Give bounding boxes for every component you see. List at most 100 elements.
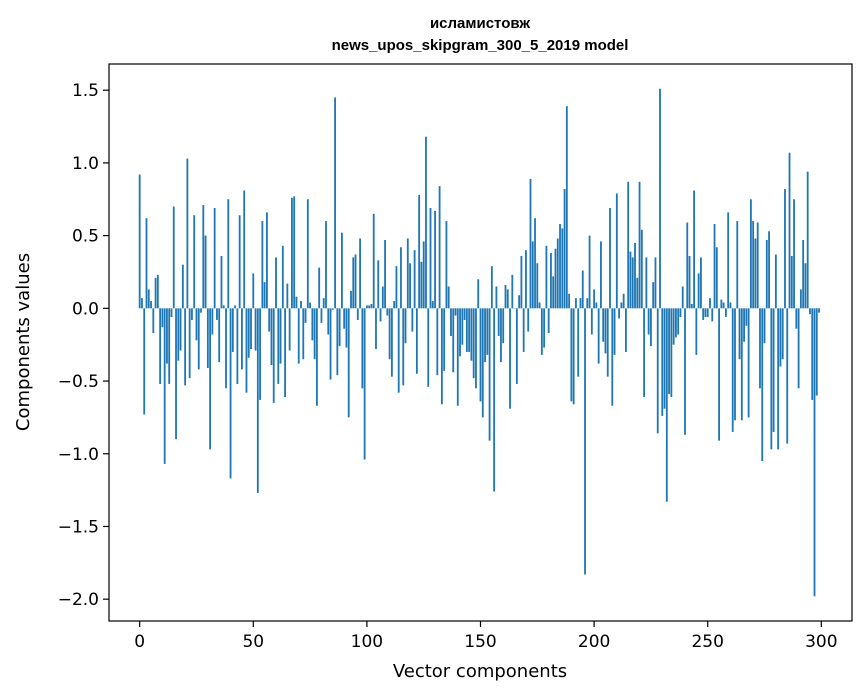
bar-146 bbox=[470, 308, 473, 361]
bar-139 bbox=[454, 308, 457, 316]
bar-4 bbox=[147, 289, 150, 309]
bar-3 bbox=[145, 218, 148, 309]
bar-203 bbox=[600, 241, 602, 309]
bar-239 bbox=[681, 286, 684, 309]
bar-48 bbox=[247, 308, 250, 358]
bar-234 bbox=[670, 308, 673, 398]
bar-204 bbox=[602, 308, 605, 342]
bar-232 bbox=[665, 308, 668, 502]
bar-16 bbox=[175, 308, 177, 440]
bar-281 bbox=[777, 308, 780, 450]
bar-272 bbox=[756, 222, 759, 309]
bar-37 bbox=[222, 305, 225, 309]
bar-120 bbox=[411, 308, 414, 332]
bar-243 bbox=[690, 303, 693, 309]
y-axis-ticks: 1.5 1.0 0.5 0.0 −0.5 −1.0 −1.5 −2.0 bbox=[58, 81, 109, 610]
bar-83 bbox=[327, 308, 330, 335]
bar-108 bbox=[384, 239, 386, 309]
bar-27 bbox=[200, 308, 202, 313]
bar-195 bbox=[581, 270, 584, 309]
bar-30 bbox=[206, 308, 209, 368]
bar-284 bbox=[784, 189, 786, 309]
bar-250 bbox=[706, 308, 709, 318]
y-tick-label: −1.5 bbox=[58, 517, 99, 537]
bar-53 bbox=[259, 308, 262, 400]
bar-25 bbox=[195, 308, 198, 341]
bar-5 bbox=[150, 301, 152, 309]
bar-223 bbox=[645, 257, 648, 309]
bar-273 bbox=[759, 308, 761, 389]
bar-153 bbox=[486, 308, 489, 355]
bar-123 bbox=[418, 194, 421, 309]
bar-176 bbox=[538, 302, 541, 309]
bar-97 bbox=[359, 238, 361, 309]
bar-149 bbox=[477, 279, 480, 309]
bar-230 bbox=[661, 308, 664, 416]
bar-184 bbox=[556, 238, 559, 309]
bar-297 bbox=[813, 308, 816, 597]
bar-101 bbox=[368, 305, 371, 309]
bar-294 bbox=[806, 171, 809, 309]
bar-252 bbox=[711, 308, 714, 322]
bar-220 bbox=[638, 181, 641, 309]
bar-96 bbox=[356, 308, 359, 320]
bar-236 bbox=[675, 308, 677, 338]
bar-247 bbox=[699, 257, 702, 309]
bar-178 bbox=[543, 308, 546, 348]
bar-159 bbox=[500, 308, 502, 363]
bar-205 bbox=[604, 308, 607, 354]
x-tick-label: 100 bbox=[351, 632, 383, 652]
bar-43 bbox=[236, 308, 239, 384]
bar-102 bbox=[370, 303, 373, 309]
bar-222 bbox=[643, 308, 646, 398]
bar-196 bbox=[584, 308, 586, 575]
x-tick-label: 50 bbox=[242, 632, 264, 652]
bar-246 bbox=[697, 273, 700, 309]
bar-122 bbox=[415, 308, 418, 374]
bar-288 bbox=[793, 199, 795, 309]
bar-28 bbox=[202, 205, 205, 309]
bar-59 bbox=[272, 308, 275, 403]
bar-237 bbox=[677, 308, 680, 335]
bar-141 bbox=[459, 308, 461, 357]
bar-210 bbox=[615, 193, 618, 309]
bar-221 bbox=[640, 229, 643, 309]
bar-266 bbox=[743, 308, 745, 342]
bar-198 bbox=[588, 235, 591, 309]
bar-18 bbox=[179, 308, 182, 351]
bar-8 bbox=[156, 274, 159, 309]
x-axis-ticks: 0 50 100 150 200 250 300 bbox=[134, 621, 838, 652]
bar-44 bbox=[238, 215, 241, 309]
bar-193 bbox=[577, 308, 580, 377]
bar-41 bbox=[231, 308, 234, 352]
bar-212 bbox=[620, 302, 623, 309]
bar-279 bbox=[772, 308, 775, 432]
bar-157 bbox=[495, 286, 498, 309]
bar-75 bbox=[309, 302, 311, 309]
bar-194 bbox=[579, 298, 582, 309]
bar-86 bbox=[334, 97, 336, 309]
bar-31 bbox=[209, 308, 212, 450]
bar-133 bbox=[440, 308, 443, 405]
bar-152 bbox=[484, 308, 486, 363]
bar-17 bbox=[177, 308, 180, 361]
bar-112 bbox=[393, 301, 396, 309]
chart-title-line2: news_upos_skipgram_300_5_2019 model bbox=[332, 37, 629, 54]
bar-255 bbox=[718, 308, 720, 441]
bar-45 bbox=[241, 308, 243, 370]
bar-199 bbox=[590, 308, 593, 335]
bar-242 bbox=[688, 255, 691, 309]
bar-291 bbox=[799, 289, 802, 309]
bar-249 bbox=[704, 308, 707, 318]
bar-233 bbox=[668, 308, 670, 395]
bar-253 bbox=[713, 223, 716, 309]
bar-163 bbox=[509, 308, 511, 409]
bar-115 bbox=[400, 247, 402, 309]
bar-181 bbox=[550, 253, 552, 309]
bar-240 bbox=[684, 308, 686, 435]
bar-105 bbox=[377, 260, 380, 309]
bar-136 bbox=[447, 286, 450, 309]
bar-65 bbox=[286, 283, 289, 309]
bar-161 bbox=[504, 285, 507, 309]
bar-77 bbox=[313, 308, 316, 360]
